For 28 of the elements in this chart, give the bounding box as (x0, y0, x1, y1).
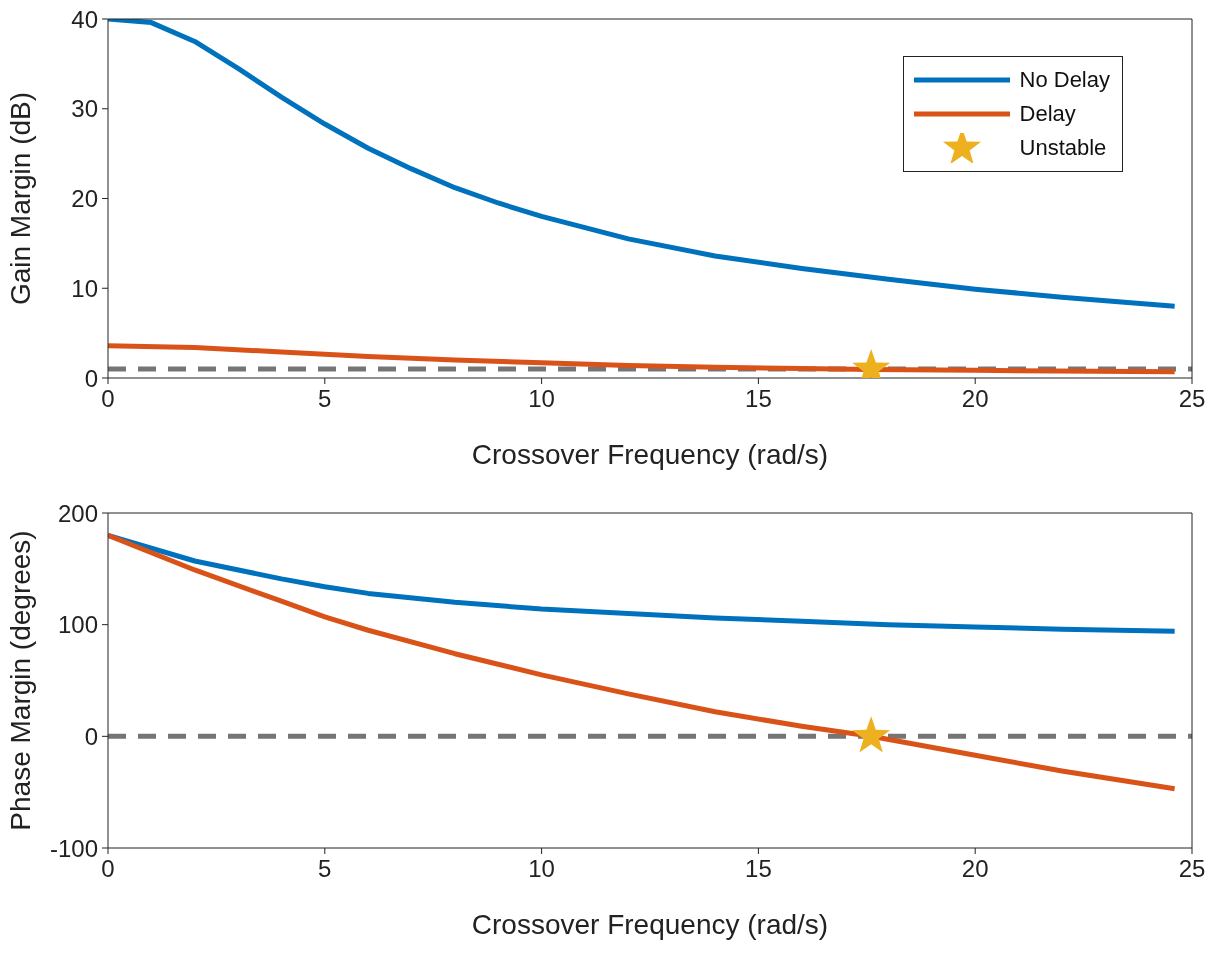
x-tick-label: 20 (961, 855, 989, 883)
x-axis-title: Crossover Frequency (rad/s) (471, 909, 829, 940)
x-tick-label: 25 (1178, 385, 1206, 413)
x-axis-title: Crossover Frequency (rad/s) (471, 439, 829, 470)
x-tick-label: 15 (745, 385, 772, 413)
x-tick-label: 5 (318, 855, 332, 883)
x-tick-label: 10 (528, 855, 555, 883)
x-tick-label: 15 (745, 855, 772, 883)
y-tick-label: 200 (57, 499, 98, 527)
y-tick-label: 100 (57, 611, 98, 639)
y-axis-title: Phase Margin (degrees) (4, 530, 36, 831)
y-axis-title: Gain Margin (dB) (4, 91, 36, 306)
legend-label: Unstable (1019, 135, 1107, 161)
x-tick-label: 0 (101, 385, 115, 413)
y-tick-label: 0 (84, 364, 98, 392)
x-tick-label: 5 (318, 385, 332, 413)
x-tick-label: 20 (961, 385, 989, 413)
y-tick-label: 30 (71, 95, 98, 123)
y-tick-label: 40 (71, 5, 98, 33)
x-tick-label: 10 (528, 385, 555, 413)
legend-label: No Delay (1019, 67, 1110, 93)
x-tick-label: 0 (101, 855, 115, 883)
y-tick-label: 20 (71, 185, 98, 213)
legend-label: Delay (1019, 101, 1076, 127)
y-tick-label: 10 (71, 274, 98, 302)
x-tick-label: 25 (1178, 855, 1206, 883)
y-tick-label: -100 (49, 834, 98, 862)
y-tick-label: 0 (84, 722, 98, 750)
